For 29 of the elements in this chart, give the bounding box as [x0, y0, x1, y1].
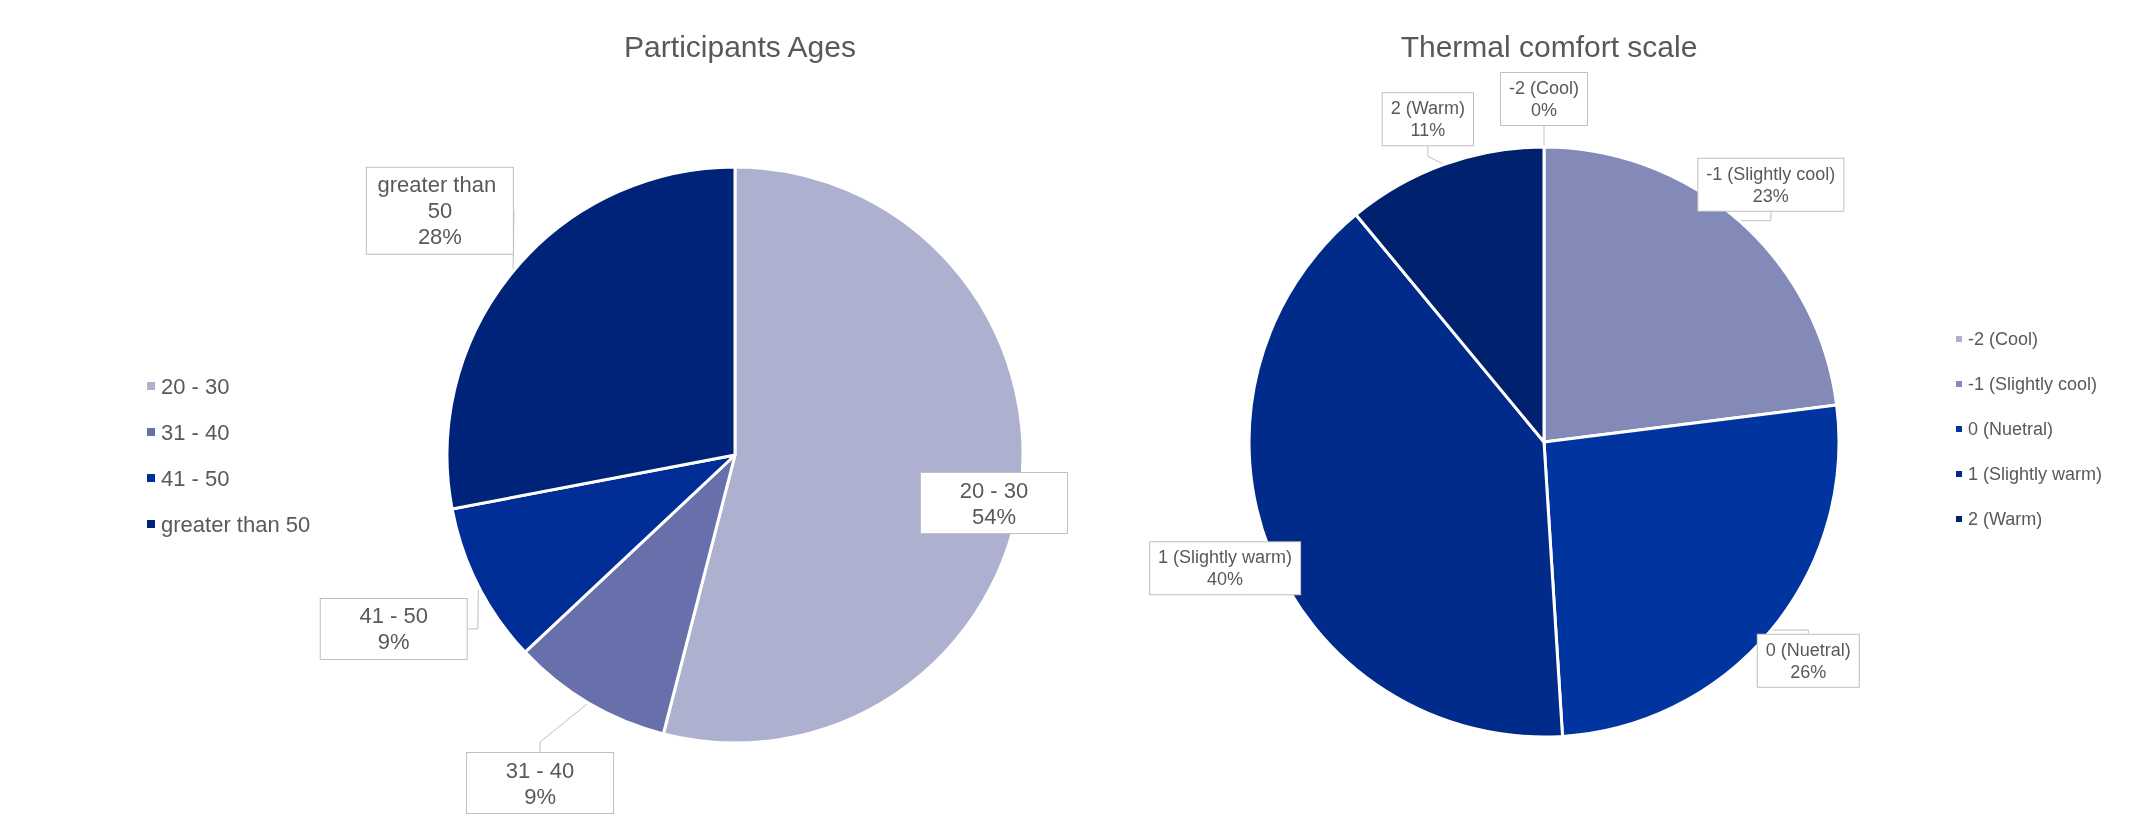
data-label: 9%: [377, 629, 410, 655]
data-label: 28%: [417, 224, 462, 250]
text: 0%: [1530, 100, 1558, 120]
slice-label: greater than 50: [377, 172, 503, 224]
slice-label: -1 (Slightly cool): [1706, 163, 1836, 184]
category-label: -2 (Cool): [1508, 78, 1580, 98]
slice-label: 20 - 30: [959, 477, 1029, 503]
data-label: 11%: [1410, 120, 1446, 141]
slice-label: 0 (Nuetral): [1765, 639, 1851, 660]
data-label: 9%: [524, 783, 556, 809]
legend-label: greater than 50: [161, 511, 311, 537]
legend-label: -2 (Cool): [1968, 329, 2039, 349]
legend-label: 1 (Slightly warm): [1968, 464, 2103, 484]
legend-label: 20 - 30: [161, 373, 230, 399]
slice-label: 1 (Slightly warm): [1158, 547, 1293, 568]
legend-label: 31 - 40: [161, 419, 230, 445]
slice-label: 41 - 50: [359, 603, 428, 629]
legend-label: -1 (Slightly cool): [1968, 374, 2098, 394]
slice-label: 2 (Warm): [1390, 98, 1465, 119]
legend-label: 0 (Nuetral): [1968, 419, 2054, 439]
data-label: 54%: [971, 503, 1017, 529]
chart-title: Participants Ages: [624, 29, 856, 63]
data-label: 40%: [1207, 569, 1244, 590]
chart-title: Thermal comfort scale: [1400, 29, 1698, 63]
legend-label: 41 - 50: [161, 465, 230, 491]
legend-label: 2 (Warm): [1968, 509, 2043, 529]
data-label: 23%: [1752, 185, 1789, 206]
data-label: 26%: [1790, 661, 1827, 682]
slice-label: 31 - 40: [505, 757, 575, 783]
